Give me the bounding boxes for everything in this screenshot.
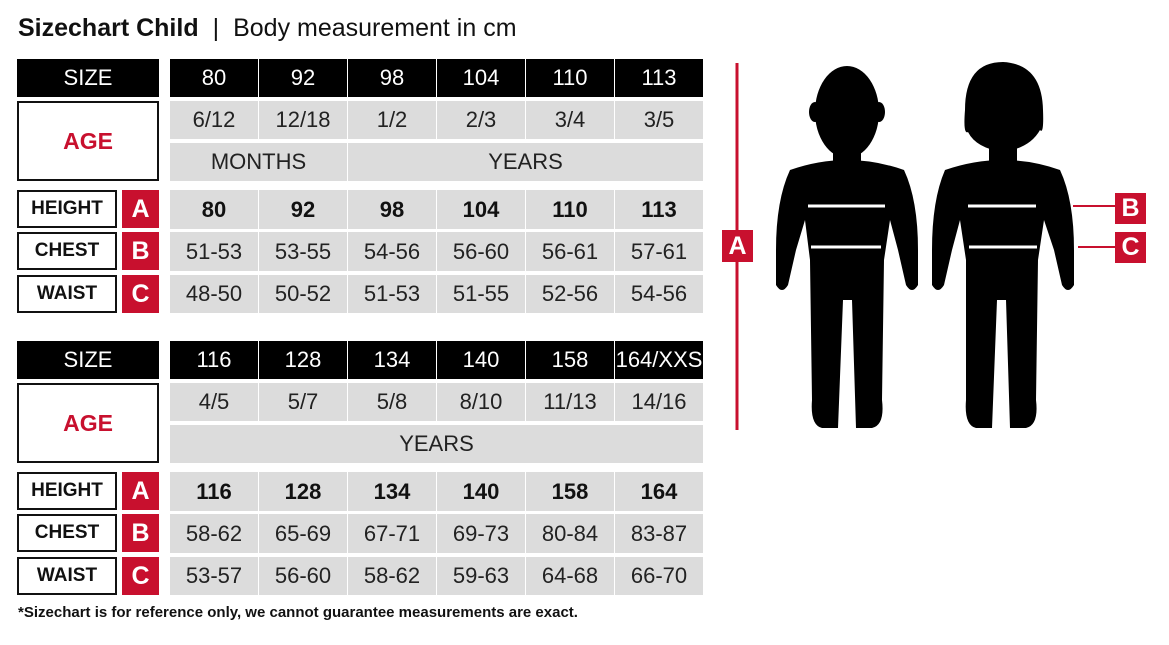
age-unit-cell: MONTHS xyxy=(170,143,347,181)
waist-label: WAIST xyxy=(17,557,117,595)
age-cell: 12/18 xyxy=(259,101,347,139)
figure-marker-b: B xyxy=(1115,193,1146,224)
waist-cell: 52-56 xyxy=(526,275,614,313)
waist-cell: 53-57 xyxy=(170,557,258,595)
waist-cell: 56-60 xyxy=(259,557,347,595)
marker-c: C xyxy=(122,275,159,313)
waist-cell: 51-53 xyxy=(348,275,436,313)
waist-cell: 50-52 xyxy=(259,275,347,313)
girl-silhouette-icon xyxy=(932,62,1074,428)
chest-cell: 56-60 xyxy=(437,232,525,271)
age-cell: 6/12 xyxy=(170,101,258,139)
size-cell: 92 xyxy=(259,59,347,97)
size-cell: 140 xyxy=(437,341,525,379)
marker-a: A xyxy=(122,472,159,510)
waist-cell: 51-55 xyxy=(437,275,525,313)
height-cell: 134 xyxy=(348,472,436,511)
size-cell: 104 xyxy=(437,59,525,97)
chest-cell: 58-62 xyxy=(170,514,258,553)
age-cell: 3/5 xyxy=(615,101,703,139)
chest-cell: 65-69 xyxy=(259,514,347,553)
age-cell: 5/7 xyxy=(259,383,347,421)
chest-cell: 69-73 xyxy=(437,514,525,553)
waist-cell: 64-68 xyxy=(526,557,614,595)
waist-cell: 54-56 xyxy=(615,275,703,313)
chest-cell: 57-61 xyxy=(615,232,703,271)
height-label: HEIGHT xyxy=(17,190,117,228)
size-cell: 80 xyxy=(170,59,258,97)
height-cell: 158 xyxy=(526,472,614,511)
size-cell: 113 xyxy=(615,59,703,97)
age-cell: 4/5 xyxy=(170,383,258,421)
age-cell: 11/13 xyxy=(526,383,614,421)
figure-marker-c: C xyxy=(1115,232,1146,263)
age-cell: 1/2 xyxy=(348,101,436,139)
waist-cell: 66-70 xyxy=(615,557,703,595)
chest-cell: 56-61 xyxy=(526,232,614,271)
size-cell: 158 xyxy=(526,341,614,379)
waist-cell: 48-50 xyxy=(170,275,258,313)
age-cell: 14/16 xyxy=(615,383,703,421)
size-cell: 134 xyxy=(348,341,436,379)
figure-marker-a: A xyxy=(722,230,753,262)
age-label: AGE xyxy=(17,383,159,463)
height-cell: 128 xyxy=(259,472,347,511)
waist-cell: 58-62 xyxy=(348,557,436,595)
age-cell: 3/4 xyxy=(526,101,614,139)
age-unit-cell: YEARS xyxy=(348,143,703,181)
boy-silhouette-icon xyxy=(776,66,918,428)
chest-label: CHEST xyxy=(17,514,117,552)
waist-label: WAIST xyxy=(17,275,117,313)
age-cell: 2/3 xyxy=(437,101,525,139)
size-cell: 116 xyxy=(170,341,258,379)
height-cell: 104 xyxy=(437,190,525,229)
chest-cell: 83-87 xyxy=(615,514,703,553)
height-cell: 116 xyxy=(170,472,258,511)
age-unit-cell: YEARS xyxy=(170,425,703,463)
height-cell: 110 xyxy=(526,190,614,229)
size-header: SIZE xyxy=(17,59,159,97)
size-cell: 110 xyxy=(526,59,614,97)
marker-b: B xyxy=(122,232,159,270)
size-header: SIZE xyxy=(17,341,159,379)
height-cell: 164 xyxy=(615,472,703,511)
page-title: Sizechart Child | Body measurement in cm xyxy=(18,14,517,42)
chest-cell: 51-53 xyxy=(170,232,258,271)
size-cell: 98 xyxy=(348,59,436,97)
marker-a: A xyxy=(122,190,159,228)
size-cell: 128 xyxy=(259,341,347,379)
height-cell: 80 xyxy=(170,190,258,229)
age-cell: 8/10 xyxy=(437,383,525,421)
chest-cell: 80-84 xyxy=(526,514,614,553)
marker-b: B xyxy=(122,514,159,552)
marker-c: C xyxy=(122,557,159,595)
measure-lines xyxy=(808,204,1037,249)
age-cell: 5/8 xyxy=(348,383,436,421)
chest-label: CHEST xyxy=(17,232,117,270)
age-label: AGE xyxy=(17,101,159,181)
height-label: HEIGHT xyxy=(17,472,117,510)
height-cell: 113 xyxy=(615,190,703,229)
chest-cell: 53-55 xyxy=(259,232,347,271)
chest-cell: 54-56 xyxy=(348,232,436,271)
height-cell: 98 xyxy=(348,190,436,229)
height-cell: 140 xyxy=(437,472,525,511)
size-cell: 164/XXS xyxy=(615,341,703,379)
height-cell: 92 xyxy=(259,190,347,229)
footnote: *Sizechart is for reference only, we can… xyxy=(18,604,578,621)
waist-cell: 59-63 xyxy=(437,557,525,595)
chest-cell: 67-71 xyxy=(348,514,436,553)
